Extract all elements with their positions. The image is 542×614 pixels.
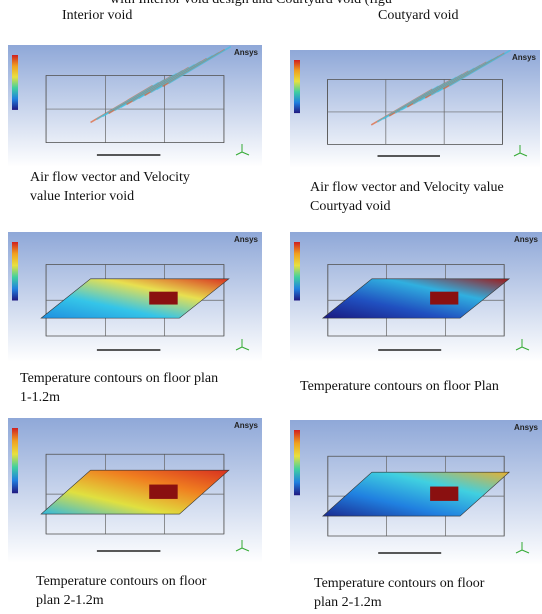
caption: Temperature contours on floor plan (20, 369, 218, 388)
caption: Courtyad void (310, 197, 391, 216)
legend-bar (12, 55, 18, 110)
caption: 1-1.2m (20, 388, 60, 407)
legend-bar (294, 430, 300, 495)
simulation-image: Ansys (8, 418, 262, 563)
caption: value Interior void (30, 187, 134, 206)
hot-zone (430, 487, 458, 501)
caption: plan 2-1.2m (314, 593, 382, 612)
legend-bar (12, 428, 18, 493)
caption: Air flow vector and Velocity (30, 168, 190, 187)
simulation-image: Ansys (290, 232, 542, 362)
logo: Ansys (234, 48, 259, 57)
caption: Temperature contours on floor Plan (300, 377, 499, 396)
caption: Temperature contours on floor (36, 572, 206, 591)
legend-bar (294, 242, 300, 301)
hot-zone (149, 292, 177, 305)
column-header: Coutyard void (378, 7, 459, 25)
logo: Ansys (234, 235, 259, 244)
hot-zone (430, 292, 458, 305)
simulation-image: Ansys (290, 420, 542, 565)
legend-bar (12, 242, 18, 301)
simulation-image: Ansys (8, 45, 262, 167)
column-header: Interior void (62, 7, 132, 25)
simulation-image: Ansys (8, 232, 262, 362)
top-line: with Interior void design and Courtyard … (110, 0, 392, 9)
logo: Ansys (512, 53, 537, 62)
caption: plan 2-1.2m (36, 591, 104, 610)
legend-bar (294, 60, 300, 113)
simulation-image: Ansys (290, 50, 540, 168)
logo: Ansys (514, 423, 539, 432)
page: with Interior void design and Courtyard … (0, 0, 542, 614)
logo: Ansys (234, 421, 259, 430)
caption: Temperature contours on floor (314, 574, 484, 593)
caption: Air flow vector and Velocity value (310, 178, 504, 197)
logo: Ansys (514, 235, 539, 244)
hot-zone (149, 485, 177, 499)
